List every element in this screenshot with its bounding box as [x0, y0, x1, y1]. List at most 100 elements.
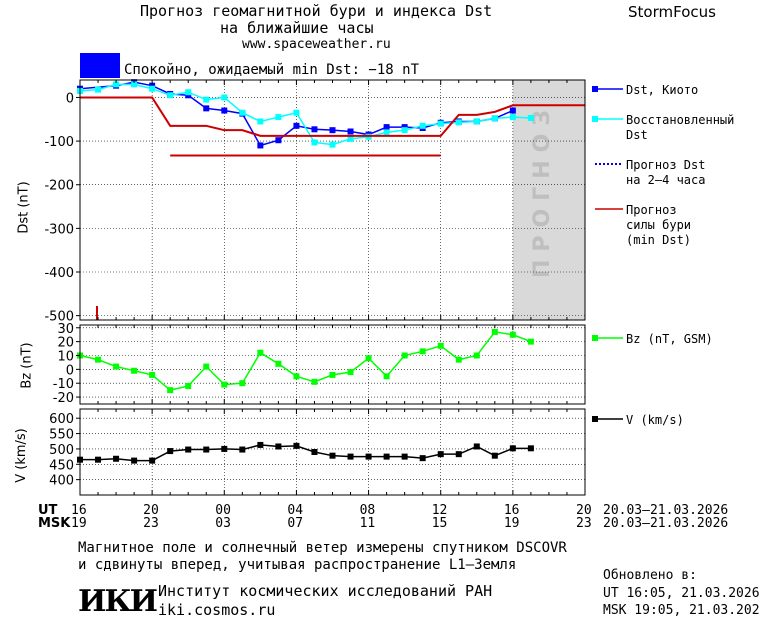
- data-point: [149, 85, 156, 92]
- data-point: [95, 356, 102, 363]
- institute-name: Институт космических исследований РАН: [158, 582, 493, 600]
- ut-tick-label: 00: [215, 503, 231, 518]
- forecast-shade: [512, 80, 585, 320]
- ytick-label: 550: [49, 428, 74, 443]
- data-point: [113, 363, 120, 370]
- status-color-box: [80, 53, 120, 78]
- data-point: [257, 142, 264, 149]
- data-point: [473, 352, 480, 359]
- data-point: [329, 141, 336, 148]
- ytick-label: -200: [44, 179, 74, 194]
- data-point: [293, 122, 300, 129]
- v-axis-title: V (km/s): [13, 428, 29, 483]
- data-point: [221, 107, 228, 114]
- data-point: [275, 114, 282, 121]
- data-point: [149, 82, 156, 89]
- ytick-label: 450: [49, 458, 74, 473]
- data-point: [491, 452, 498, 459]
- data-point: [203, 446, 210, 453]
- updated-ut: UT 16:05, 21.03.2026: [603, 586, 760, 601]
- data-point: [383, 124, 390, 131]
- series-line: [79, 83, 531, 146]
- data-point: [239, 380, 246, 387]
- data-point: [401, 124, 408, 131]
- data-point: [293, 109, 300, 116]
- data-point: [131, 367, 138, 374]
- dst-axis-title: Dst (nT): [16, 181, 32, 234]
- ut-tick-label: 16: [503, 503, 520, 518]
- ytick-label: -10: [53, 377, 74, 392]
- legend-marker: [592, 416, 598, 422]
- data-point: [419, 455, 426, 462]
- data-point: [131, 457, 138, 464]
- msk-tick-label: 23: [576, 516, 592, 531]
- legend-v: V (km/s): [626, 413, 684, 427]
- data-point: [527, 445, 534, 452]
- data-point: [131, 81, 138, 88]
- series-line: [80, 96, 585, 137]
- data-point: [257, 349, 264, 356]
- site-url[interactable]: www.spaceweather.ru: [242, 37, 391, 52]
- data-point: [221, 94, 228, 101]
- ytick-label: -500: [44, 310, 74, 325]
- data-point: [509, 331, 516, 338]
- ytick-label: 0: [66, 91, 74, 106]
- status-text: Спокойно, ожидаемый min Dst: −18 nT: [124, 62, 420, 78]
- ut-tick-label: 20: [143, 503, 159, 518]
- data-point: [491, 115, 498, 122]
- data-point: [149, 371, 156, 378]
- data-point: [401, 127, 408, 134]
- data-point: [275, 137, 282, 144]
- data-point: [329, 371, 336, 378]
- msk-tick-label: 19: [71, 516, 87, 531]
- msk-tick-label: 23: [143, 516, 159, 531]
- data-point: [239, 446, 246, 453]
- data-point: [509, 107, 516, 114]
- data-point: [419, 122, 426, 129]
- chart-title-line2: на ближайшие часы: [220, 19, 374, 37]
- iki-logo: ИКИ: [78, 584, 158, 619]
- data-point: [95, 86, 102, 93]
- data-point: [527, 338, 534, 345]
- data-point: [437, 120, 444, 127]
- panel-frame: [79, 324, 586, 405]
- data-point: [113, 81, 120, 88]
- legend-marker: [592, 86, 598, 92]
- msk-tick-label: 03: [215, 516, 231, 531]
- data-point: [491, 328, 498, 335]
- panel-frame: [79, 79, 586, 321]
- data-point: [473, 118, 480, 125]
- data-point: [257, 118, 264, 125]
- data-point: [311, 449, 318, 455]
- data-point: [473, 443, 480, 450]
- data-point: [347, 128, 354, 135]
- series-line: [80, 444, 531, 462]
- msk-tick-label: 11: [359, 516, 376, 531]
- legend-forecast-dst-l2: на 2–4 часа: [626, 173, 706, 187]
- data-point: [509, 445, 516, 452]
- ytick-label: 30: [57, 322, 74, 337]
- data-point: [167, 387, 174, 394]
- ut-tick-label: 20: [576, 503, 592, 518]
- chart-area: ПРОГНОЗ 0-100-200-300-400-5003020100-10-…: [44, 79, 623, 496]
- ytick-label: -300: [44, 222, 74, 237]
- institute-site[interactable]: iki.cosmos.ru: [158, 601, 276, 619]
- brand-label: StormFocus: [628, 3, 716, 21]
- forecast-zone-label: ПРОГНОЗ: [530, 102, 555, 278]
- legend-storm-l2: силы бури: [626, 218, 692, 232]
- data-point: [509, 114, 516, 121]
- ut-tick-label: 04: [287, 503, 304, 518]
- data-point: [203, 363, 210, 370]
- data-point: [185, 89, 192, 96]
- data-point: [167, 448, 174, 455]
- ytick-label: 400: [49, 474, 74, 489]
- legend-storm-l3: (min Dst): [626, 233, 692, 247]
- data-point: [401, 453, 408, 460]
- data-point: [329, 127, 336, 134]
- data-point: [347, 369, 354, 376]
- data-point: [455, 119, 462, 126]
- data-point: [275, 443, 282, 450]
- ut-tick-label: 12: [431, 503, 448, 518]
- data-point: [455, 356, 462, 363]
- msk-axis-label: MSK: [38, 516, 71, 531]
